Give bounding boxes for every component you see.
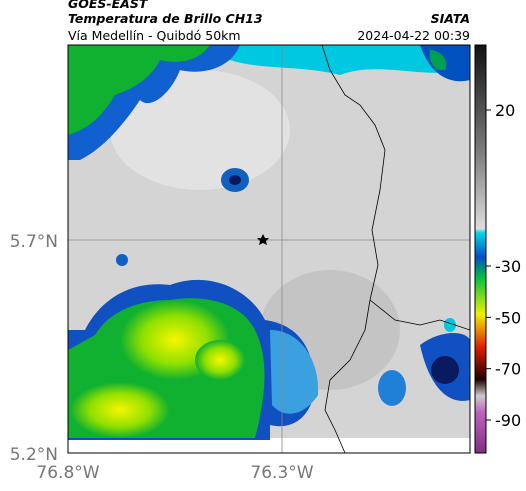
subtitle: Temperatura de Brillo CH13 — [68, 11, 263, 26]
colorbar-tick-label: -70 — [495, 360, 521, 379]
title: GOES-EAST — [68, 0, 149, 11]
organization: SIATA — [431, 11, 470, 26]
timestamp: 2024-04-22 00:39 — [357, 28, 470, 43]
colorbar-tick-label: 20 — [495, 101, 515, 120]
lat-label: 5.7°N — [10, 232, 58, 252]
colorbar-tick-label: -50 — [495, 308, 521, 327]
colorbar — [474, 44, 487, 454]
lon-label: 76.3°W — [250, 463, 313, 483]
colorbar-ticks: 20 -30 -50 -70 -90 — [486, 101, 521, 430]
route: Vía Medellín - Quibdó 50km — [68, 28, 241, 43]
colorbar-tick-label: -30 — [495, 257, 521, 276]
lat-label: 5.2°N — [10, 445, 58, 465]
lon-label: 76.8°W — [36, 463, 99, 483]
map-area — [68, 45, 470, 453]
colorbar-tick-label: -90 — [495, 411, 521, 430]
